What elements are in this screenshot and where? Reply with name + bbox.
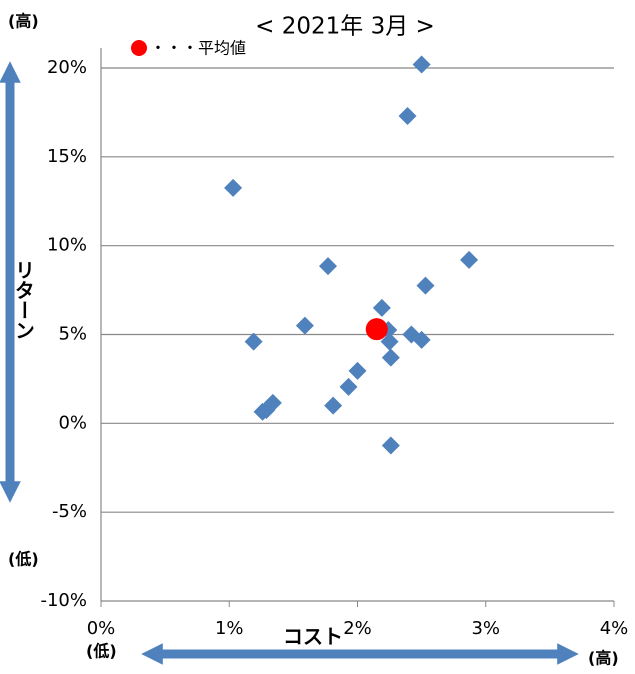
- y-tick-label: 15%: [47, 146, 87, 167]
- point: [348, 361, 367, 380]
- y-high-label: (高): [8, 12, 39, 31]
- x-tick-label: 1%: [215, 618, 244, 639]
- x-low-label: (低): [86, 642, 117, 661]
- point: [372, 298, 391, 317]
- x-axis-label: コスト: [283, 625, 343, 649]
- point: [412, 55, 431, 74]
- point: [339, 377, 358, 396]
- y-tick-label: -5%: [52, 501, 87, 522]
- point: [224, 178, 243, 197]
- point: [244, 332, 263, 351]
- y-tick-label: 0%: [58, 412, 87, 433]
- x-tick-label: 0%: [87, 618, 116, 639]
- legend-label: ・・・平均値: [150, 39, 246, 58]
- x-tick-label: 4%: [600, 618, 629, 639]
- point: [460, 250, 479, 269]
- y-low-label: (低): [8, 550, 39, 569]
- point: [324, 396, 343, 415]
- point: [253, 402, 272, 421]
- x-tick-label: 3%: [471, 618, 500, 639]
- point: [416, 276, 435, 295]
- y-axis-label: リターン: [12, 260, 36, 340]
- chart-title: < 2021年 3月 >: [255, 14, 435, 40]
- x-high-label: (高): [588, 649, 619, 668]
- average-point: [365, 318, 388, 341]
- y-tick-label: 5%: [58, 324, 87, 345]
- y-tick-label: 10%: [47, 235, 87, 256]
- point: [412, 330, 431, 349]
- point: [398, 106, 417, 125]
- legend-marker: [131, 40, 147, 56]
- point: [381, 348, 400, 367]
- point: [381, 436, 400, 455]
- x-tick-label: 2%: [343, 618, 372, 639]
- point: [295, 316, 314, 335]
- y-tick-label: -10%: [40, 590, 87, 611]
- point: [380, 332, 399, 351]
- point: [319, 257, 338, 276]
- y-tick-label: 20%: [47, 57, 87, 78]
